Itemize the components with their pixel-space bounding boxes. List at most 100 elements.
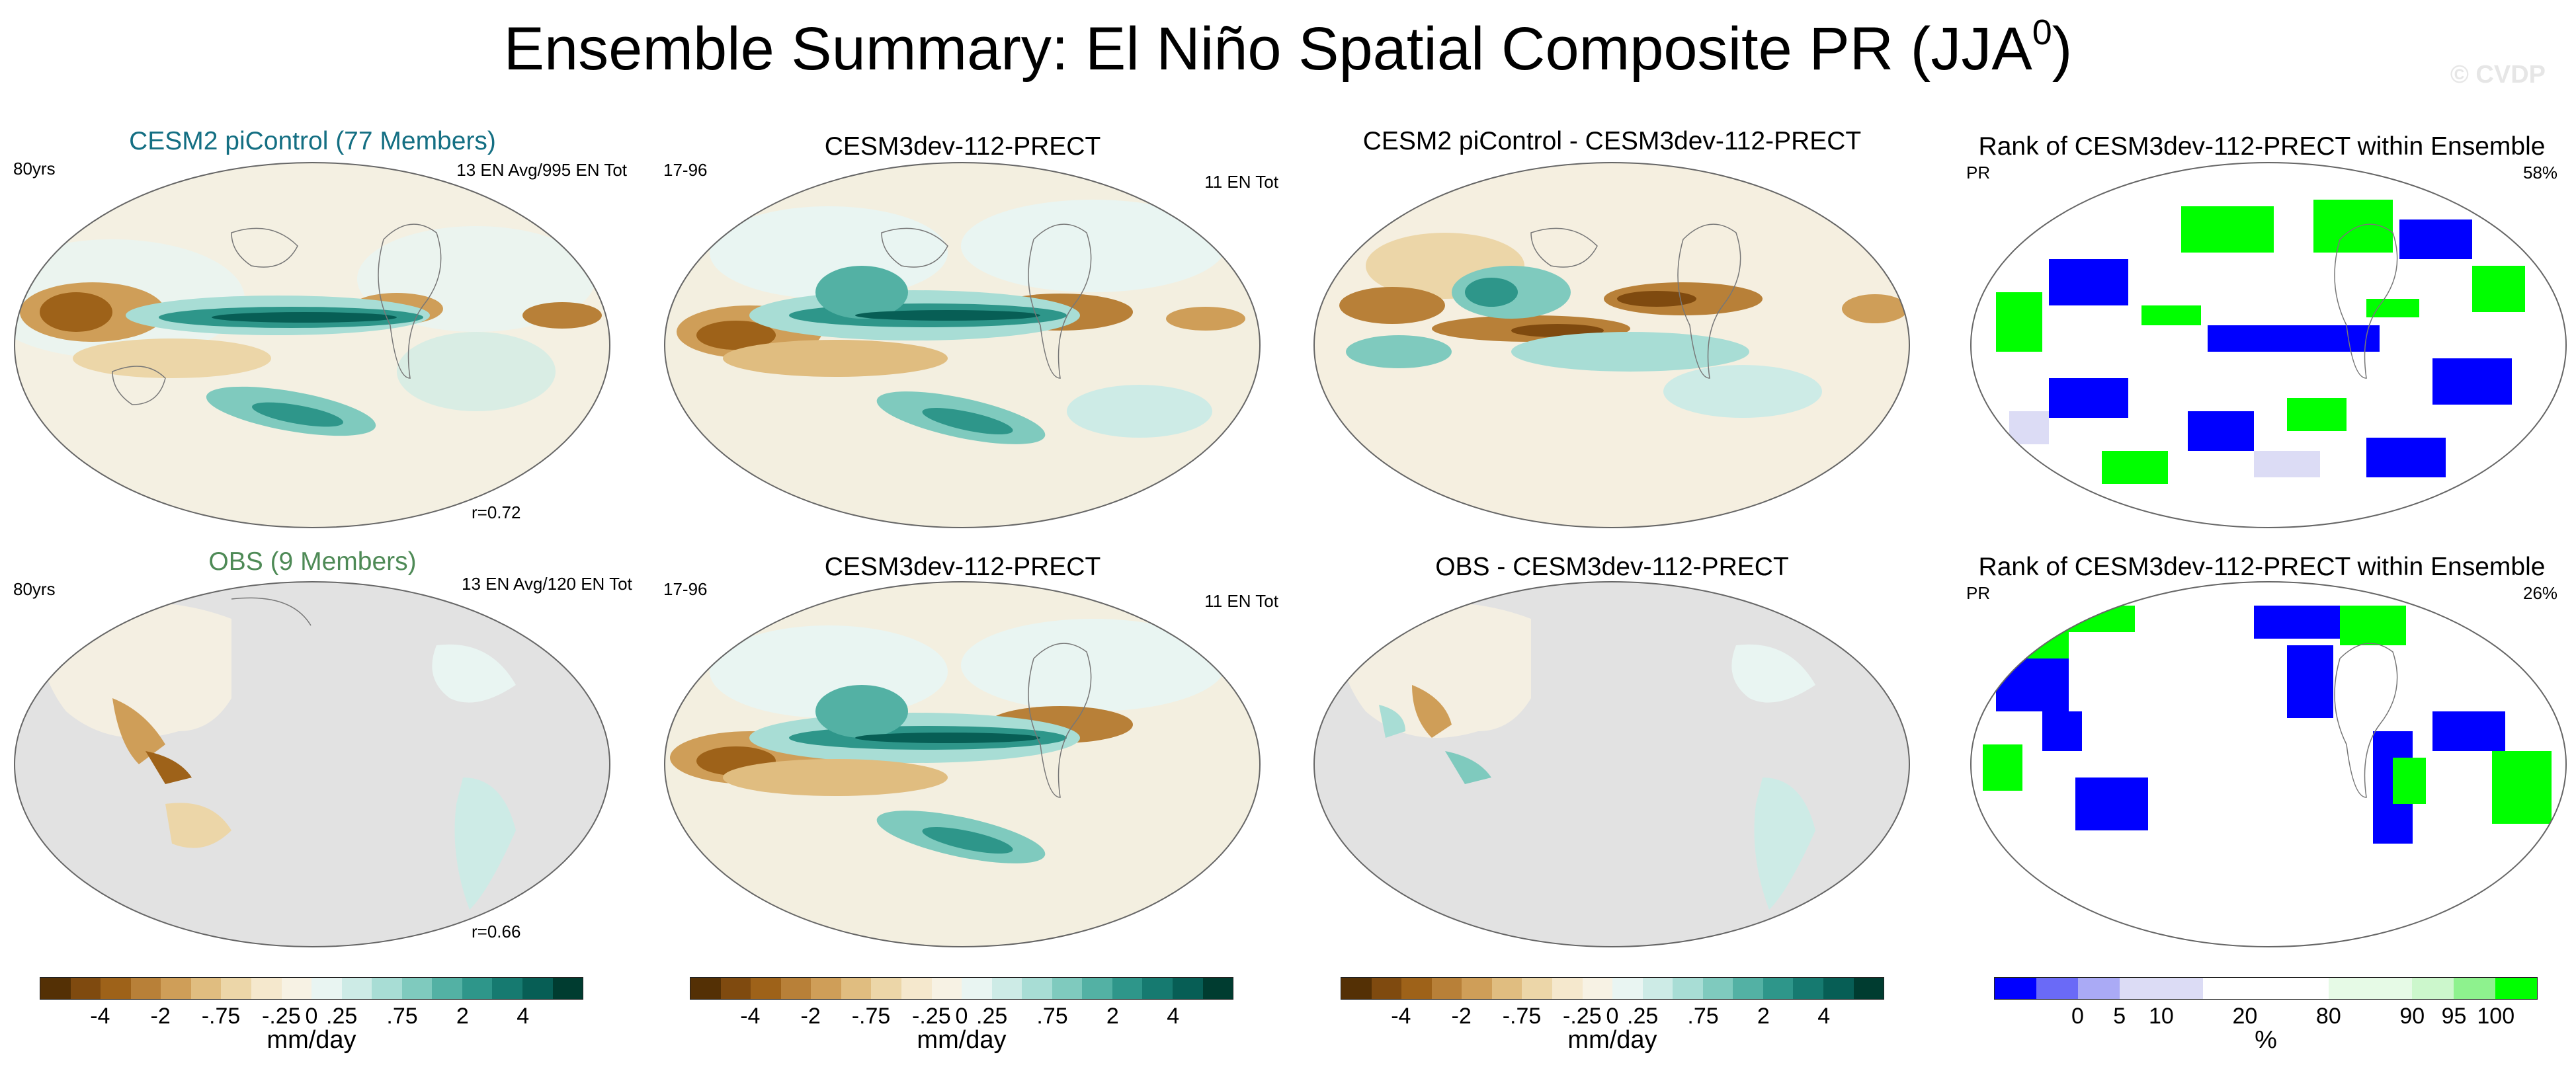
- colorbar-swatch: [1173, 978, 1203, 999]
- panel-1-title: CESM2 piControl (77 Members): [129, 127, 496, 155]
- colorbar-swatch: [841, 978, 872, 999]
- colorbar-2-ticks: -4 -2 -.75 -.25 0 .25 .75 2 4: [690, 1004, 1233, 1030]
- colorbar-swatch: [1642, 978, 1673, 999]
- panel-6-title: CESM3dev-112-PRECT: [824, 553, 1101, 581]
- panel-3-title: CESM2 piControl - CESM3dev-112-PRECT: [1362, 127, 1862, 155]
- colorbar-swatch: [871, 978, 901, 999]
- panel-7-title: OBS - CESM3dev-112-PRECT: [1435, 553, 1789, 581]
- colorbar-swatch: [1582, 978, 1613, 999]
- panel-8-variable-label: PR: [1966, 583, 1991, 603]
- panel-3-difference-map: [1313, 162, 1910, 528]
- colorbar-tick-label: 2: [1106, 1004, 1119, 1029]
- panel-1-events-label: 13 EN Avg/995 EN Tot: [456, 160, 627, 180]
- colorbar-swatch: [462, 978, 493, 999]
- colorbar-2: [690, 977, 1233, 1000]
- colorbar-tick-label: 95: [2441, 1004, 2467, 1029]
- colorbar-tick-label: -4: [1391, 1004, 1411, 1029]
- colorbar-4: [1994, 977, 2538, 1000]
- colorbar-tick-label: -2: [800, 1004, 821, 1029]
- colorbar-swatch: [1823, 978, 1854, 999]
- colorbar-tick-label: -.25: [262, 1004, 301, 1029]
- figure-title-main: Ensemble Summary: El Niño Spatial Compos…: [503, 15, 2032, 83]
- colorbar-swatch: [101, 978, 131, 999]
- colorbar-swatch: [70, 978, 101, 999]
- panel-2-period-label: 17-96: [663, 160, 708, 180]
- colorbar-swatch: [962, 978, 992, 999]
- colorbar-tick-label: 4: [1167, 1004, 1180, 1029]
- panel-6-events-label: 11 EN Tot: [1204, 591, 1278, 611]
- colorbar-3: [1341, 977, 1884, 1000]
- colorbar-tick-label: .25: [1627, 1004, 1659, 1029]
- colorbar-tick-label: .75: [1687, 1004, 1719, 1029]
- colorbar-tick-label: 4: [1817, 1004, 1831, 1029]
- colorbar-swatch: [901, 978, 932, 999]
- colorbar-tick-label: 20: [2232, 1004, 2258, 1029]
- colorbar-2-unit: mm/day: [917, 1026, 1007, 1054]
- colorbar-swatch: [2120, 978, 2162, 999]
- colorbar-swatch: [2370, 978, 2412, 999]
- colorbar-tick-label: -.75: [1502, 1004, 1542, 1029]
- colorbar-swatch: [1142, 978, 1173, 999]
- colorbar-swatch: [251, 978, 282, 999]
- colorbar-swatch: [2411, 978, 2454, 999]
- colorbar-swatch: [1202, 978, 1233, 999]
- colorbar-tick-label: 100: [2477, 1004, 2515, 1029]
- colorbar-tick-label: .75: [1036, 1004, 1068, 1029]
- colorbar-tick-label: 0: [305, 1004, 318, 1029]
- colorbar-tick-label: -2: [1451, 1004, 1472, 1029]
- colorbar-tick-label: -.25: [1563, 1004, 1602, 1029]
- colorbar-swatch: [1341, 978, 1372, 999]
- colorbar-swatch: [2286, 978, 2329, 999]
- colorbar-swatch: [372, 978, 402, 999]
- colorbar-swatch: [2495, 978, 2538, 999]
- panel-5-correlation-label: r=0.66: [472, 922, 521, 941]
- panel-5-composite-map: [14, 581, 610, 947]
- colorbar-4-ticks: 0 5 10 20 80 90 95 100: [1994, 1004, 2538, 1030]
- colorbar-swatch: [341, 978, 372, 999]
- watermark: © CVDP: [2450, 61, 2546, 89]
- colorbar-swatch: [931, 978, 962, 999]
- colorbar-tick-label: 0: [2071, 1004, 2084, 1029]
- colorbar-tick-label: .75: [386, 1004, 418, 1029]
- colorbar-tick-label: -4: [740, 1004, 761, 1029]
- colorbar-swatch: [552, 978, 583, 999]
- colorbar-swatch: [1371, 978, 1402, 999]
- colorbar-swatch: [1853, 978, 1884, 999]
- panel-8-title: Rank of CESM3dev-112-PRECT within Ensemb…: [1978, 553, 2546, 581]
- colorbar-swatch: [522, 978, 553, 999]
- colorbar-3-ticks: -4 -2 -.75 -.25 0 .25 .75 2 4: [1341, 1004, 1884, 1030]
- panel-2-title: CESM3dev-112-PRECT: [824, 132, 1101, 161]
- colorbar-swatch: [2078, 978, 2120, 999]
- colorbar-swatch: [40, 978, 71, 999]
- colorbar-tick-label: 2: [1757, 1004, 1770, 1029]
- colorbar-swatch: [720, 978, 751, 999]
- colorbar-swatch: [1401, 978, 1432, 999]
- colorbar-3-unit: mm/day: [1567, 1026, 1657, 1054]
- figure-title-superscript: 0: [2032, 13, 2052, 52]
- colorbar-swatch: [161, 978, 191, 999]
- panel-8-rank-map: [1970, 581, 2567, 947]
- colorbar-swatch: [1491, 978, 1522, 999]
- colorbar-swatch: [1702, 978, 1733, 999]
- colorbar-tick-label: 0: [955, 1004, 968, 1029]
- colorbar-swatch: [991, 978, 1022, 999]
- colorbar-swatch: [492, 978, 522, 999]
- panel-5-events-label: 13 EN Avg/120 EN Tot: [462, 574, 632, 594]
- colorbar-swatch: [1673, 978, 1703, 999]
- colorbar-tick-label: -.25: [912, 1004, 951, 1029]
- colorbar-swatch: [190, 978, 222, 999]
- colorbar-tick-label: 10: [2149, 1004, 2174, 1029]
- colorbar-swatch: [811, 978, 841, 999]
- colorbar-tick-label: .25: [976, 1004, 1008, 1029]
- colorbar-swatch: [2161, 978, 2204, 999]
- colorbar-swatch: [221, 978, 251, 999]
- figure-title: Ensemble Summary: El Niño Spatial Compos…: [0, 13, 2576, 84]
- colorbar-tick-label: -.75: [851, 1004, 891, 1029]
- colorbar-tick-label: 5: [2113, 1004, 2126, 1029]
- panel-5-title: OBS (9 Members): [208, 547, 417, 576]
- colorbar-swatch: [312, 978, 342, 999]
- colorbar-swatch: [1793, 978, 1823, 999]
- colorbar-swatch: [1462, 978, 1492, 999]
- colorbar-swatch: [2245, 978, 2287, 999]
- panel-5-years-label: 80yrs: [13, 579, 56, 599]
